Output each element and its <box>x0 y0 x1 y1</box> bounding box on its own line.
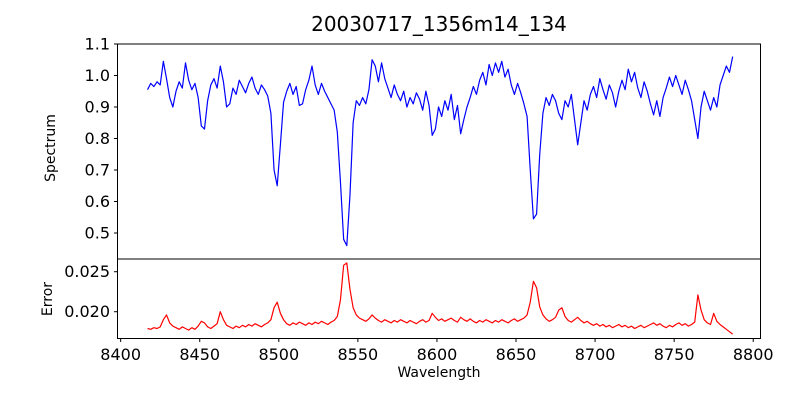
y-tick-label: 0.6 <box>85 192 110 211</box>
error-line <box>147 262 734 335</box>
panel-border <box>117 43 761 260</box>
y-tick-label: 0.5 <box>85 224 110 243</box>
x-tick-label: 8650 <box>496 345 537 364</box>
x-tick-label: 8700 <box>575 345 616 364</box>
plot-title: 20030717_1356m14_134 <box>311 12 567 36</box>
y-tick-label: 1.1 <box>85 35 110 54</box>
panel-border <box>117 258 761 339</box>
x-tick-label: 8750 <box>654 345 695 364</box>
y-tick-label: 0.025 <box>64 262 110 281</box>
y-tick-label: 0.020 <box>64 302 110 321</box>
y-tick-label: 0.8 <box>85 129 110 148</box>
x-tick-label: 8600 <box>417 345 458 364</box>
spectrum-line <box>147 56 734 247</box>
x-tick-label: 8800 <box>733 345 774 364</box>
x-axis-label: Wavelength <box>397 365 481 381</box>
x-tick-label: 8550 <box>338 345 379 364</box>
y-tick-label: 0.7 <box>85 161 110 180</box>
x-tick-label: 8450 <box>179 345 220 364</box>
x-tick-label: 8400 <box>100 345 141 364</box>
y-tick-label: 1.0 <box>85 66 110 85</box>
y-tick-label: 0.9 <box>85 98 110 117</box>
x-tick-label: 8500 <box>258 345 299 364</box>
